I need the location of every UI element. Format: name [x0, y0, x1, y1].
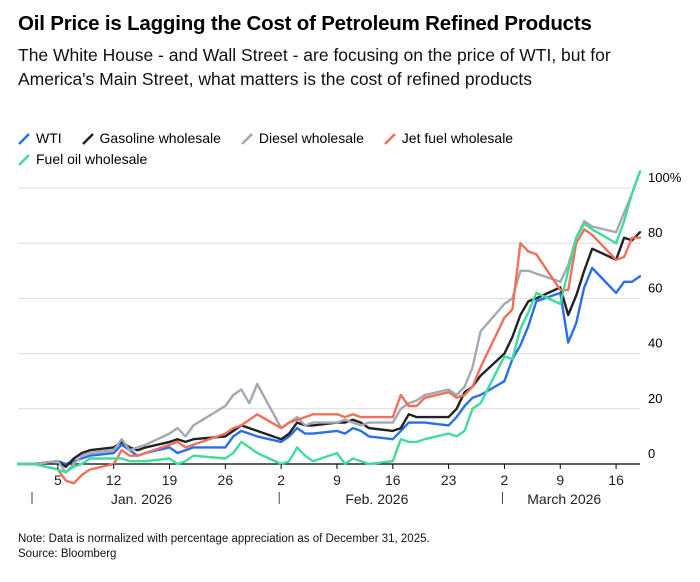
footnote-note: Note: Data is normalized with percentage…	[18, 533, 430, 545]
x-tick-label-54: 23	[441, 472, 457, 488]
legend-item-fuel-oil: Fuel oil wholesale	[18, 151, 147, 167]
x-tick-label-33: 2	[277, 472, 285, 488]
x-tick-label-75: 16	[608, 472, 624, 488]
y-tick-label-0: 0	[648, 446, 655, 461]
legend-item-diesel: Diesel wholesale	[240, 130, 364, 146]
legend-row-1: WTI Gasoline wholesale Diesel wholesale …	[18, 130, 658, 151]
x-tick-label-5: 5	[54, 472, 62, 488]
y-tick-label-60: 60	[648, 280, 662, 295]
legend-label-fuel-oil: Fuel oil wholesale	[36, 151, 148, 167]
footnote: Note: Data is normalized with percentage…	[18, 532, 430, 562]
legend-swatch-wti	[18, 133, 30, 145]
legend-item-gasoline: Gasoline wholesale	[81, 130, 221, 146]
x-tick-label-68: 9	[556, 472, 564, 488]
month-label-march-2026: March 2026	[527, 491, 601, 507]
legend-swatch-gasoline	[81, 133, 94, 145]
legend-row-2: Fuel oil wholesale	[18, 151, 658, 172]
month-label-feb-2026: Feb. 2026	[345, 491, 408, 507]
x-tick-label-61: 2	[501, 472, 509, 488]
footnote-source: Source: Bloomberg	[18, 548, 117, 560]
legend-label-gasoline: Gasoline wholesale	[99, 130, 221, 146]
series-line-jet-fuel-wholesale	[16, 228, 642, 485]
y-tick-label-80: 80	[648, 225, 662, 240]
series-line-diesel-wholesale	[16, 170, 642, 474]
line-chart: 0 20 40 60 80 100% 5 12 19 26 2 9 16 23 2 9 16 Jan. 2026 F…	[16, 170, 682, 507]
legend-label-diesel: Diesel wholesale	[258, 130, 364, 146]
legend-label-wti: WTI	[36, 130, 62, 146]
x-tick-label-40: 9	[333, 472, 341, 488]
x-tick-label-19: 19	[162, 472, 178, 488]
y-tick-label-40: 40	[648, 336, 662, 351]
series-line-fuel-oil-wholesale	[16, 170, 642, 474]
legend-item-jet-fuel: Jet fuel wholesale	[383, 130, 514, 146]
y-tick-label-100: 100%	[648, 170, 682, 185]
month-label-jan-2026: Jan. 2026	[111, 491, 173, 507]
legend-item-wti: WTI	[18, 130, 62, 146]
y-tick-label-20: 20	[648, 391, 662, 406]
x-tick-label-26: 26	[218, 472, 234, 488]
x-tick-label-12: 12	[106, 472, 122, 488]
legend-label-jet-fuel: Jet fuel wholesale	[401, 130, 514, 146]
series-line-gasoline-wholesale	[16, 231, 642, 468]
chart-title: Oil Price is Lagging the Cost of Petrole…	[18, 12, 592, 35]
x-tick-label-47: 16	[385, 472, 401, 488]
legend-swatch-fuel-oil	[18, 154, 30, 166]
legend-swatch-diesel	[240, 133, 253, 145]
legend: WTI Gasoline wholesale Diesel wholesale …	[18, 130, 658, 172]
legend-swatch-jet-fuel	[383, 133, 396, 145]
chart-subtitle: The White House - and Wall Street - are …	[18, 45, 611, 89]
